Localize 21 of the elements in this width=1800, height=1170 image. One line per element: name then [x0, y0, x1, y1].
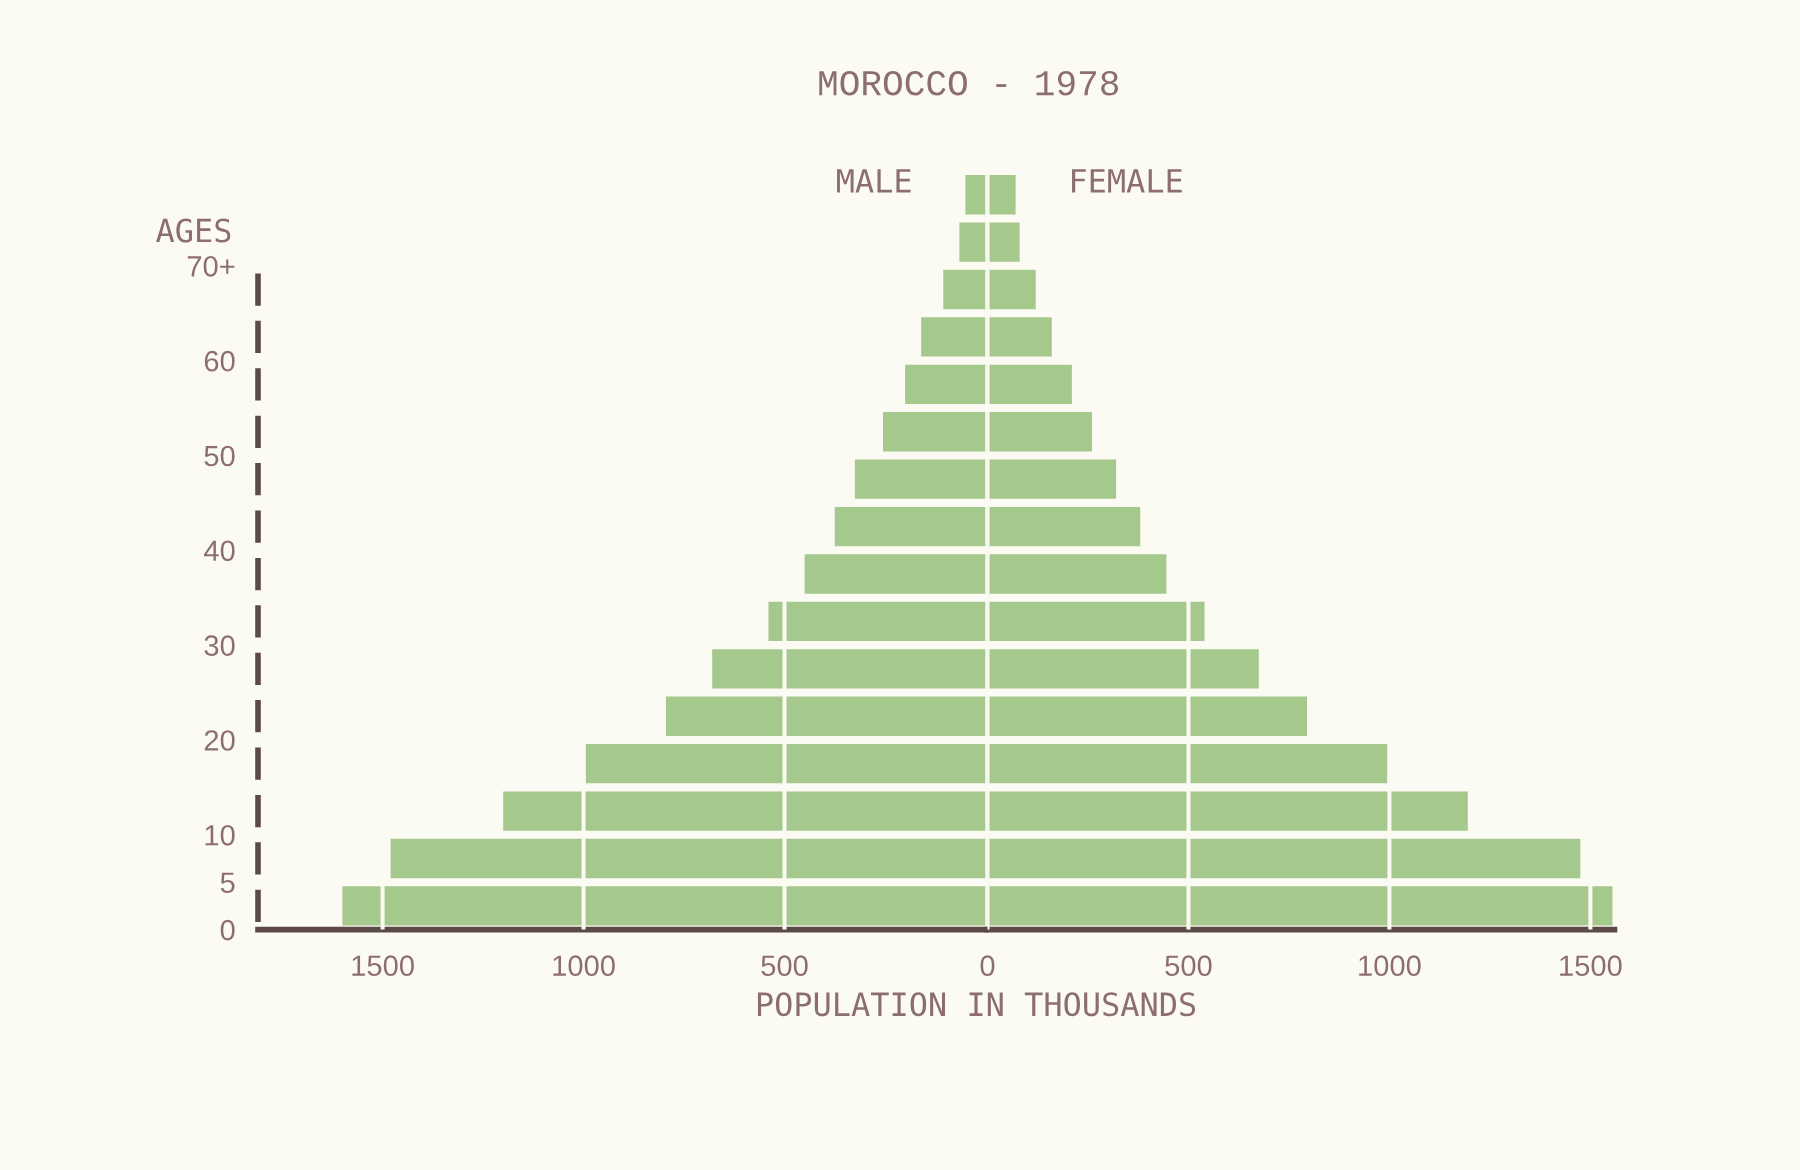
- x-tick-label: 500: [1165, 955, 1212, 977]
- chart-title: MOROCCO - 1978: [819, 70, 1119, 96]
- y-tick-label: 5: [220, 872, 235, 894]
- y-tick-label: 20: [204, 730, 235, 751]
- x-axis-title: POPULATION IN THOUSANDS: [757, 992, 1196, 1017]
- y-tick-label: 30: [204, 635, 235, 656]
- x-tick-label: 1000: [553, 955, 615, 977]
- y-tick-label: 70+: [187, 256, 235, 277]
- x-tick-label: 1500: [352, 955, 414, 977]
- y-tick-label: 40: [204, 540, 235, 562]
- series-label: FEMALE: [1072, 169, 1182, 193]
- y-tick-label: 50: [204, 445, 235, 467]
- y-tick-label: 10: [205, 824, 235, 846]
- x-tick-label: 500: [761, 955, 808, 977]
- y-tick-label: 0: [220, 919, 235, 941]
- x-tick-label: 1500: [1560, 955, 1622, 977]
- x-tick-label: 1000: [1359, 955, 1421, 977]
- series-label: MALE: [837, 169, 911, 193]
- x-tick-label: 0: [980, 955, 995, 977]
- y-axis-title: AGES: [156, 218, 231, 243]
- y-tick-label: 60: [204, 350, 235, 372]
